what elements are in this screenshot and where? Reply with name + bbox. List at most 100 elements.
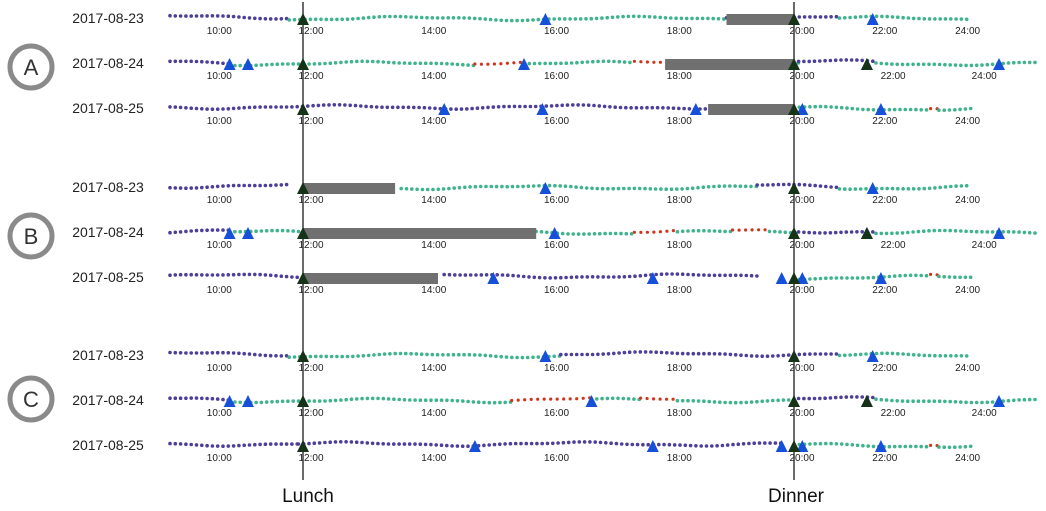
purple-activity-dot: [215, 14, 220, 18]
purple-activity-dot: [178, 272, 183, 277]
teal-activity-dot: [594, 16, 599, 21]
purple-activity-dot: [200, 14, 204, 18]
purple-activity-dot: [723, 273, 727, 278]
panel-circle-b: [7, 212, 55, 260]
purple-activity-dot: [205, 351, 209, 355]
teal-activity-dot: [755, 399, 759, 404]
teal-activity-dot: [903, 107, 908, 112]
purple-activity-dot: [622, 350, 627, 355]
teal-activity-dot: [985, 230, 990, 234]
blue-event-marker: [866, 13, 879, 25]
tick-label: 16:00: [544, 285, 569, 296]
teal-activity-dot: [312, 62, 317, 66]
purple-activity-dot: [449, 107, 453, 111]
purple-activity-dot: [253, 16, 257, 21]
teal-activity-dot: [489, 184, 494, 189]
meal-anchor-marker: [297, 182, 309, 194]
tick-label: 16:00: [544, 195, 569, 206]
tick-label: 10:00: [207, 71, 232, 82]
teal-activity-dot: [908, 273, 913, 278]
teal-activity-dot: [605, 396, 610, 401]
teal-activity-dot: [969, 400, 974, 405]
teal-activity-dot: [233, 400, 237, 404]
purple-activity-dot: [582, 440, 587, 444]
tick-label: 16:00: [544, 71, 569, 82]
purple-activity-dot: [694, 444, 698, 448]
purple-activity-dot: [184, 186, 188, 190]
teal-activity-dot: [626, 397, 631, 401]
teal-activity-dot: [503, 400, 508, 405]
teal-activity-dot: [617, 59, 622, 64]
purple-activity-dot: [639, 106, 644, 110]
purple-activity-dot: [670, 351, 674, 355]
purple-activity-dot: [569, 275, 574, 280]
blue-event-marker: [993, 58, 1005, 70]
teal-activity-dot: [595, 186, 600, 191]
teal-activity-dot: [423, 61, 428, 66]
tick-label: 22:00: [872, 363, 897, 374]
purple-activity-dot: [194, 59, 199, 64]
teal-activity-dot: [861, 443, 865, 448]
teal-activity-dot: [813, 104, 817, 109]
teal-activity-dot: [943, 62, 947, 67]
teal-activity-dot: [663, 15, 668, 20]
teal-activity-dot: [608, 231, 613, 236]
teal-activity-dot: [964, 183, 969, 188]
teal-activity-dot: [420, 187, 425, 192]
teal-activity-dot: [472, 353, 477, 357]
purple-activity-dot: [707, 273, 711, 278]
purple-activity-dot: [454, 107, 459, 111]
red-activity-dot: [581, 396, 585, 400]
teal-activity-dot: [563, 184, 568, 188]
teal-activity-dot: [964, 400, 968, 405]
purple-activity-dot: [279, 274, 284, 279]
teal-activity-dot: [958, 275, 962, 280]
blue-event-marker: [518, 58, 530, 70]
purple-activity-dot: [601, 352, 605, 356]
tick-label: 24:00: [972, 240, 997, 251]
purple-activity-dot: [268, 105, 273, 109]
teal-activity-dot: [600, 396, 604, 401]
blue-event-marker: [242, 227, 254, 239]
purple-activity-dot: [704, 444, 709, 448]
tick-label: 24:00: [955, 195, 980, 206]
red-activity-dot: [929, 107, 933, 111]
teal-activity-dot: [712, 229, 717, 233]
purple-activity-dot: [274, 183, 278, 187]
teal-activity-dot: [457, 352, 461, 357]
blue-event-marker: [796, 103, 809, 115]
teal-activity-dot: [892, 107, 897, 112]
teal-activity-dot: [943, 354, 948, 358]
teal-activity-dot: [292, 17, 297, 22]
teal-activity-dot: [616, 186, 621, 191]
teal-activity-dot: [866, 107, 870, 112]
teal-activity-dot: [927, 62, 931, 67]
tick-label: 10:00: [207, 240, 232, 251]
purple-activity-dot: [802, 59, 806, 64]
teal-activity-dot: [329, 354, 334, 359]
teal-activity-dot: [339, 60, 343, 65]
teal-activity-dot: [900, 231, 905, 235]
teal-activity-dot: [900, 62, 905, 67]
purple-activity-dot: [766, 183, 770, 187]
panel-letter-b: B: [24, 224, 39, 249]
purple-activity-dot: [829, 352, 833, 356]
teal-activity-dot: [722, 184, 727, 188]
red-activity-dot: [518, 60, 523, 64]
teal-activity-dot: [675, 398, 680, 403]
teal-activity-dot: [457, 185, 462, 190]
teal-activity-dot: [393, 351, 398, 356]
blue-event-marker: [223, 395, 236, 407]
purple-activity-dot: [168, 105, 172, 109]
purple-activity-dot: [460, 444, 465, 449]
teal-activity-dot: [717, 184, 721, 188]
teal-activity-dot: [434, 61, 439, 66]
purple-activity-dot: [808, 183, 812, 187]
purple-activity-dot: [849, 395, 854, 399]
tick-label: 20:00: [789, 71, 814, 82]
teal-activity-dot: [943, 228, 947, 233]
teal-activity-dot: [722, 17, 726, 21]
tick-label: 14:00: [421, 363, 446, 374]
teal-activity-dot: [954, 354, 958, 358]
teal-activity-dot: [985, 400, 990, 405]
